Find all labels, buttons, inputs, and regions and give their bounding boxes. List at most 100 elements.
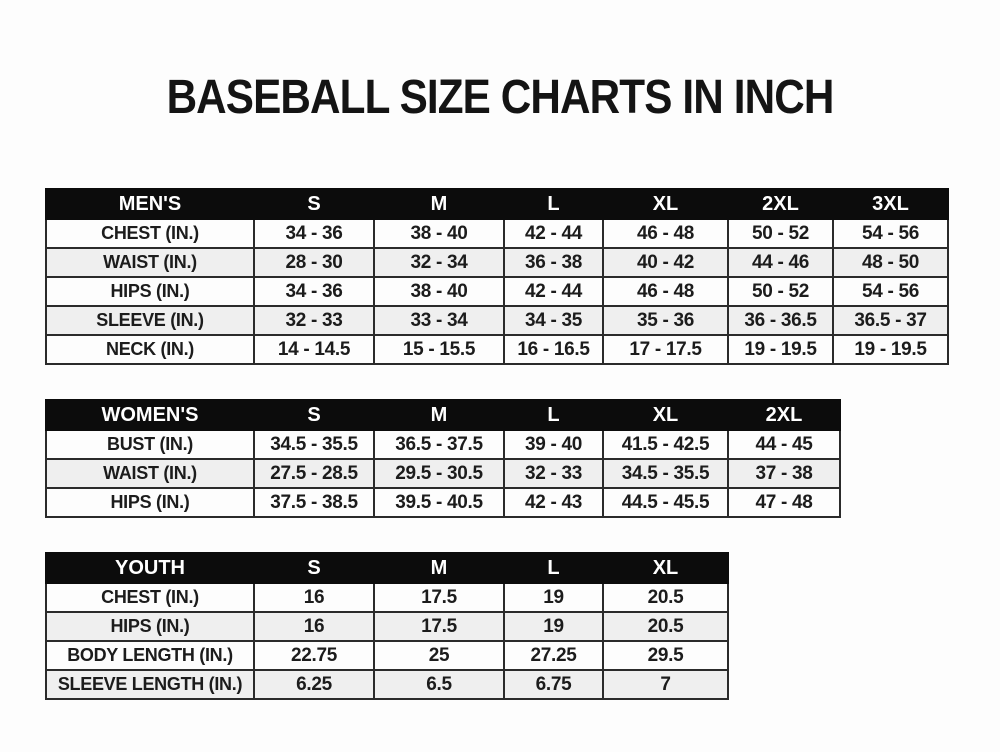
size-value-cell: 17.5 — [373, 582, 505, 613]
size-value-cell: 36 - 36.5 — [727, 305, 834, 336]
measurement-label: NECK (IN.) — [45, 334, 255, 365]
size-value-cell: 19 — [503, 611, 604, 642]
mens-size-chart-table: MEN'S S M L XL 2XL 3XL CHEST (IN.) 34 - 36 38 - 4… — [45, 188, 949, 365]
measurement-label: WAIST (IN.) — [45, 458, 255, 489]
size-column-header: M — [373, 552, 505, 584]
table-header-row: YOUTH S M L XL — [45, 552, 729, 584]
size-value-cell: 14 - 14.5 — [253, 334, 375, 365]
table-row: NECK (IN.) 14 - 14.5 15 - 15.5 16 - 16.5 17 … — [45, 334, 949, 365]
size-value-cell: 44 - 46 — [727, 247, 834, 278]
measurement-label: HIPS (IN.) — [45, 611, 255, 642]
group-label-header: YOUTH — [45, 552, 255, 584]
table-row: SLEEVE LENGTH (IN.) 6.25 6.5 6.75 7 — [45, 669, 729, 700]
table-row: HIPS (IN.) 37.5 - 38.5 39.5 - 40.5 42 - 43 4… — [45, 487, 841, 518]
size-value-cell: 39 - 40 — [503, 429, 604, 460]
size-column-header: S — [253, 399, 375, 431]
table-row: CHEST (IN.) 34 - 36 38 - 40 42 - 44 46 - 48 5… — [45, 218, 949, 249]
size-value-cell: 44.5 - 45.5 — [602, 487, 729, 518]
size-value-cell: 15 - 15.5 — [373, 334, 505, 365]
size-value-cell: 28 - 30 — [253, 247, 375, 278]
size-value-cell: 6.25 — [253, 669, 375, 700]
table-row: SLEEVE (IN.) 32 - 33 33 - 34 34 - 35 35 - 36… — [45, 305, 949, 336]
table-row: BUST (IN.) 34.5 - 35.5 36.5 - 37.5 39 - 40 4… — [45, 429, 841, 460]
size-column-header: 2XL — [727, 399, 841, 431]
measurement-label: CHEST (IN.) — [45, 218, 255, 249]
size-value-cell: 54 - 56 — [832, 276, 949, 307]
size-value-cell: 34 - 35 — [503, 305, 604, 336]
size-value-cell: 25 — [373, 640, 505, 671]
size-value-cell: 54 - 56 — [832, 218, 949, 249]
size-value-cell: 36.5 - 37 — [832, 305, 949, 336]
size-value-cell: 29.5 - 30.5 — [373, 458, 505, 489]
size-column-header: S — [253, 188, 375, 220]
size-value-cell: 46 - 48 — [602, 276, 729, 307]
size-value-cell: 42 - 43 — [503, 487, 604, 518]
size-value-cell: 36 - 38 — [503, 247, 604, 278]
size-value-cell: 40 - 42 — [602, 247, 729, 278]
table-header-row: WOMEN'S S M L XL 2XL — [45, 399, 841, 431]
size-value-cell: 6.75 — [503, 669, 604, 700]
table-row: HIPS (IN.) 16 17.5 19 20.5 — [45, 611, 729, 642]
size-value-cell: 32 - 34 — [373, 247, 505, 278]
size-value-cell: 7 — [602, 669, 729, 700]
table-row: WAIST (IN.) 28 - 30 32 - 34 36 - 38 40 - 42 4… — [45, 247, 949, 278]
table-header-row: MEN'S S M L XL 2XL 3XL — [45, 188, 949, 220]
size-value-cell: 20.5 — [602, 611, 729, 642]
table-row: CHEST (IN.) 16 17.5 19 20.5 — [45, 582, 729, 613]
size-value-cell: 34 - 36 — [253, 276, 375, 307]
measurement-label: BUST (IN.) — [45, 429, 255, 460]
size-value-cell: 34 - 36 — [253, 218, 375, 249]
size-value-cell: 37 - 38 — [727, 458, 841, 489]
measurement-label: CHEST (IN.) — [45, 582, 255, 613]
size-column-header: XL — [602, 188, 729, 220]
size-column-header: L — [503, 399, 604, 431]
size-value-cell: 16 — [253, 611, 375, 642]
table-row: WAIST (IN.) 27.5 - 28.5 29.5 - 30.5 32 - 33… — [45, 458, 841, 489]
size-value-cell: 32 - 33 — [503, 458, 604, 489]
page-title: BASEBALL SIZE CHARTS IN INCH — [166, 71, 835, 124]
size-value-cell: 16 - 16.5 — [503, 334, 604, 365]
size-column-header: M — [373, 399, 505, 431]
size-column-header: 2XL — [727, 188, 834, 220]
size-value-cell: 38 - 40 — [373, 276, 505, 307]
womens-size-chart-table: WOMEN'S S M L XL 2XL BUST (IN.) 34.5 - 35.5 36.5… — [45, 399, 841, 518]
size-value-cell: 19 — [503, 582, 604, 613]
size-value-cell: 38 - 40 — [373, 218, 505, 249]
size-value-cell: 6.5 — [373, 669, 505, 700]
size-value-cell: 19 - 19.5 — [832, 334, 949, 365]
size-value-cell: 37.5 - 38.5 — [253, 487, 375, 518]
size-value-cell: 27.5 - 28.5 — [253, 458, 375, 489]
size-value-cell: 42 - 44 — [503, 276, 604, 307]
measurement-label: HIPS (IN.) — [45, 276, 255, 307]
size-value-cell: 16 — [253, 582, 375, 613]
size-value-cell: 17.5 — [373, 611, 505, 642]
size-value-cell: 39.5 - 40.5 — [373, 487, 505, 518]
size-column-header: L — [503, 188, 604, 220]
size-value-cell: 34.5 - 35.5 — [253, 429, 375, 460]
size-value-cell: 33 - 34 — [373, 305, 505, 336]
size-value-cell: 44 - 45 — [727, 429, 841, 460]
size-value-cell: 34.5 - 35.5 — [602, 458, 729, 489]
group-label-header: MEN'S — [45, 188, 255, 220]
size-value-cell: 35 - 36 — [602, 305, 729, 336]
table-row: BODY LENGTH (IN.) 22.75 25 27.25 29.5 — [45, 640, 729, 671]
size-value-cell: 46 - 48 — [602, 218, 729, 249]
size-value-cell: 29.5 — [602, 640, 729, 671]
measurement-label: WAIST (IN.) — [45, 247, 255, 278]
size-value-cell: 47 - 48 — [727, 487, 841, 518]
size-value-cell: 27.25 — [503, 640, 604, 671]
size-column-header: M — [373, 188, 505, 220]
size-value-cell: 17 - 17.5 — [602, 334, 729, 365]
size-column-header: L — [503, 552, 604, 584]
size-value-cell: 19 - 19.5 — [727, 334, 834, 365]
table-row: HIPS (IN.) 34 - 36 38 - 40 42 - 44 46 - 48 50… — [45, 276, 949, 307]
size-column-header: XL — [602, 552, 729, 584]
size-value-cell: 42 - 44 — [503, 218, 604, 249]
size-value-cell: 32 - 33 — [253, 305, 375, 336]
size-value-cell: 41.5 - 42.5 — [602, 429, 729, 460]
measurement-label: HIPS (IN.) — [45, 487, 255, 518]
size-column-header: XL — [602, 399, 729, 431]
measurement-label: SLEEVE (IN.) — [45, 305, 255, 336]
measurement-label: SLEEVE LENGTH (IN.) — [45, 669, 255, 700]
